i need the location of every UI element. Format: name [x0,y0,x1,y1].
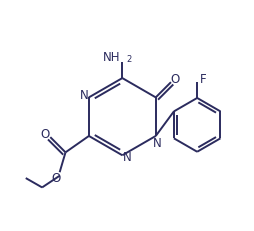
Text: N: N [153,137,161,150]
Text: N: N [122,151,131,164]
Text: O: O [52,172,61,185]
Text: O: O [170,73,180,86]
Text: N: N [80,89,89,102]
Text: F: F [200,73,206,86]
Text: O: O [41,128,50,141]
Text: 2: 2 [126,55,132,64]
Text: NH: NH [102,51,120,64]
